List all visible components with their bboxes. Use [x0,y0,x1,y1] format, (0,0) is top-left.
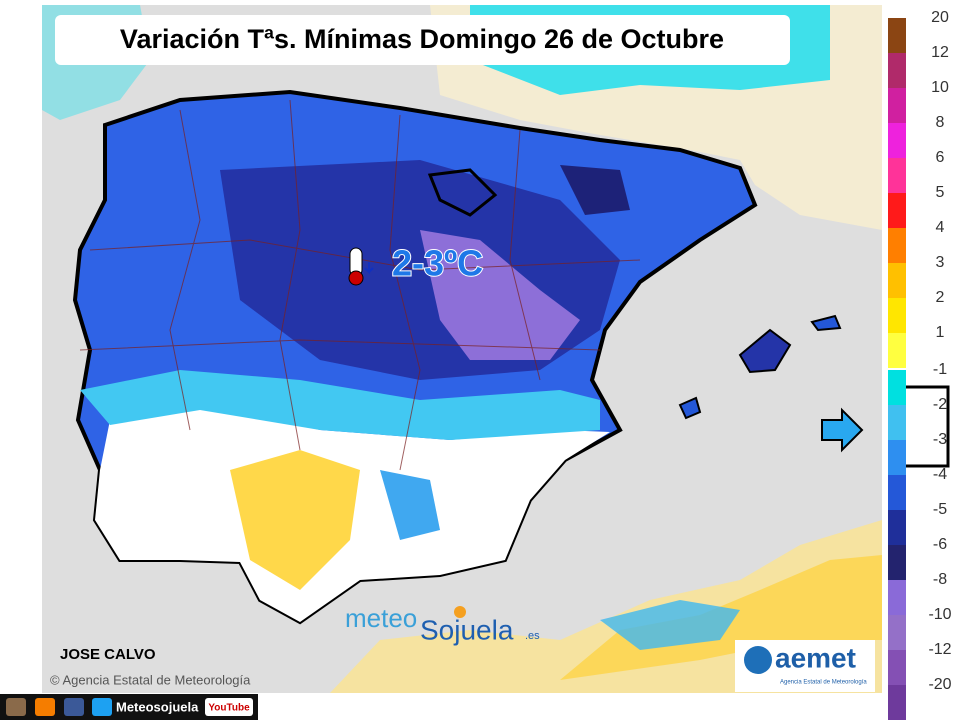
author: JOSE CALVO [60,646,156,663]
footer-handle: Meteosojuela [116,699,199,714]
down-arrow-icon [364,262,374,275]
instagram-icon [6,698,26,716]
ibiza [678,396,702,420]
legend-label: -8 [933,571,947,588]
legend-swatch [888,580,906,615]
legend-swatch [888,685,906,720]
warm-patch [230,450,360,590]
thermometer-bulb [348,270,364,286]
legend-swatch [888,615,906,650]
pointer-arrow [821,407,864,453]
legend-label: -5 [933,501,947,518]
dark-patch [560,165,630,215]
cool-patch [380,470,440,540]
logo-part2: Sojuela [420,614,514,645]
legend-swatch [888,333,906,368]
legend-label: -6 [933,536,947,553]
legend-swatch [888,123,906,158]
legend-label: -10 [928,606,951,623]
legend-label: 10 [931,79,949,96]
purple-patch [420,230,580,360]
mallorca [738,328,792,374]
light-blue [80,370,600,440]
annotation: 2-3ºC [392,243,483,284]
legend-swatch [888,193,906,228]
legend-label: 20 [931,9,949,26]
legend-swatch [888,440,906,475]
legend-swatch [888,263,906,298]
legend-swatch [888,53,906,88]
aemet-icon [744,646,772,674]
legend-swatch [888,545,906,580]
legend-swatch [888,475,906,510]
copyright: © Agencia Estatal de Meteorología [50,672,251,687]
legend-swatch [888,370,906,405]
twitter-icon [92,698,112,716]
legend: 20 12 10 8 6 5 4 3 2 1 -1 -2 -3 -4 -5 -6 -8 -10 -12 -20 [888,9,952,720]
legend-swatch [888,298,906,333]
facebook-icon [64,698,84,716]
legend-swatch [888,650,906,685]
legend-label: -2 [933,396,947,413]
legend-label: 3 [936,254,945,271]
legend-label: -3 [933,431,947,448]
legend-label: -4 [933,466,947,483]
legend-label: 5 [936,184,945,201]
blogger-icon [35,698,55,716]
la-rioja [427,168,498,217]
legend-label: 1 [936,324,945,341]
title-box [55,15,790,65]
legend-swatch [888,510,906,545]
legend-label: -1 [933,361,947,378]
legend-swatch [888,18,906,53]
legend-label: 12 [931,44,949,61]
title: Variación Tªs. Mínimas Domingo 26 de Oct… [120,24,724,54]
legend-swatch [888,158,906,193]
logo-part1: meteo [345,603,417,633]
legend-swatch [888,228,906,263]
aemet-subtitle: Agencia Estatal de Meteorología [780,680,867,686]
legend-label: -12 [928,641,951,658]
legend-label: 2 [936,289,945,306]
youtube-box [205,698,253,716]
legend-label: -20 [928,676,951,693]
legend-label: 4 [936,219,945,236]
province-borders [79,99,641,471]
logo-suffix: .es [525,630,540,642]
logo-sun [454,606,466,618]
legend-label: 6 [936,149,945,166]
youtube-label: YouTube [208,703,250,714]
legend-label: 8 [936,114,945,131]
legend-swatch [888,88,906,123]
menorca [810,314,842,332]
aemet-name: aemet [775,642,856,673]
legend-swatch [888,405,906,440]
africa-patch [600,600,740,650]
